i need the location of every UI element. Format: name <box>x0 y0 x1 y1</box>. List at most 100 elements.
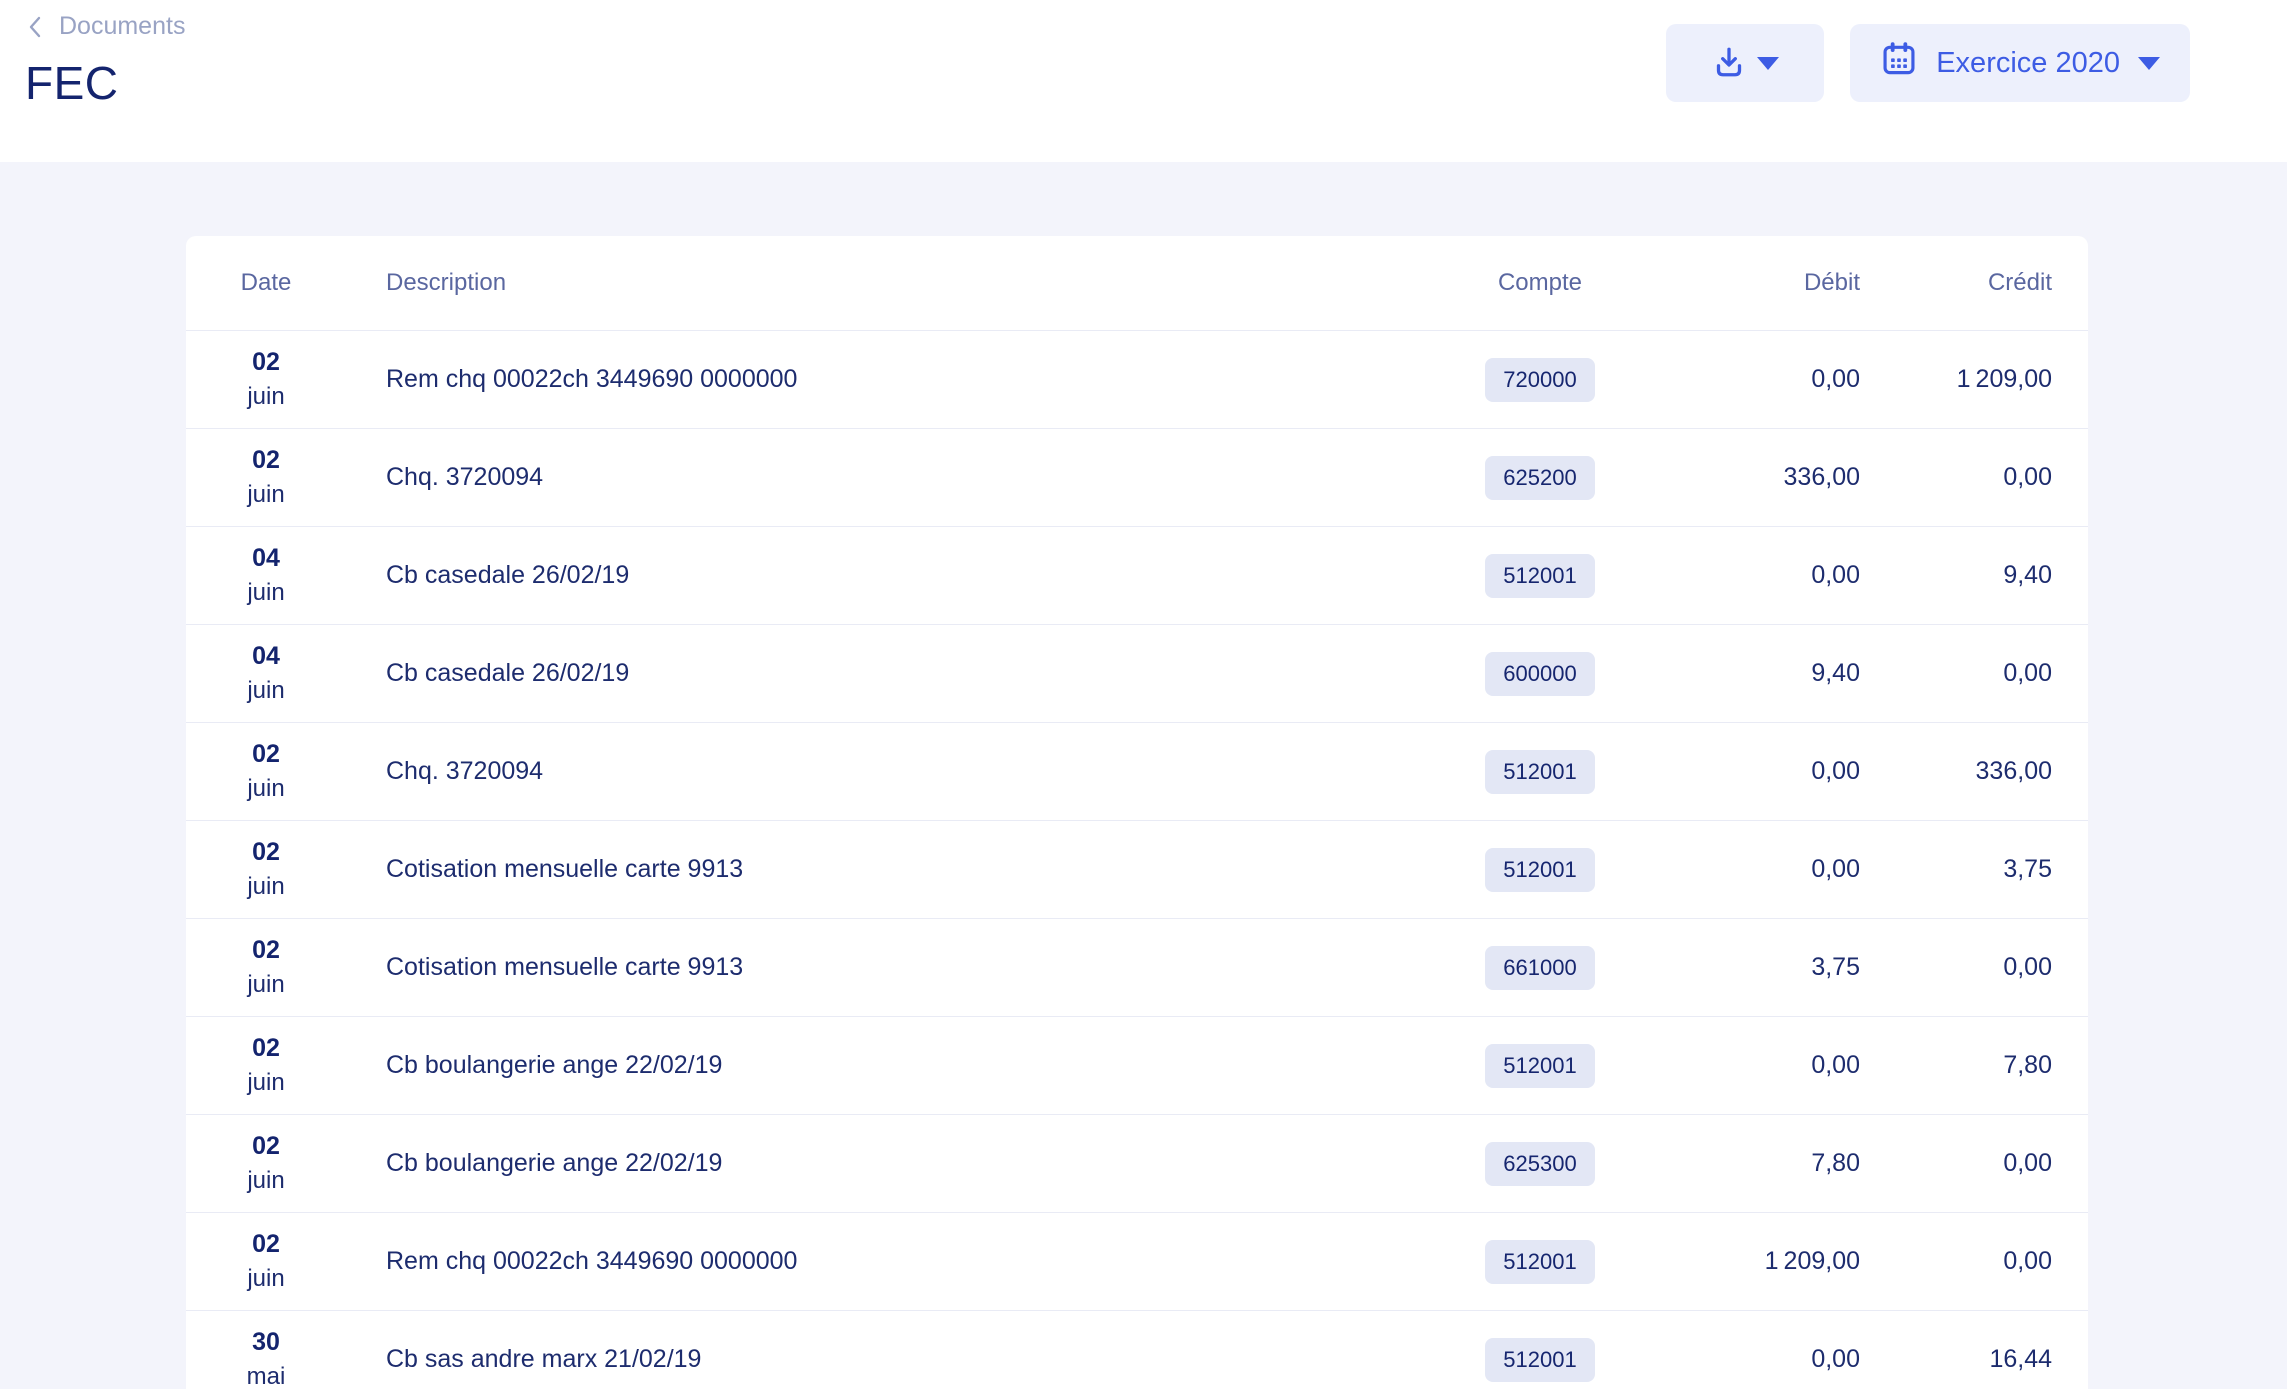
row-day: 02 <box>252 739 280 768</box>
row-description: Cb sas andre marx 21/02/19 <box>386 1345 702 1373</box>
row-debit: 0,00 <box>1811 855 1860 883</box>
row-description: Chq. 3720094 <box>386 463 544 491</box>
table-body: 02 juin Rem chq 00022ch 3449690 0000000 … <box>186 331 2088 1389</box>
row-date-cell: 02 juin <box>206 442 326 513</box>
table-row[interactable]: 02 juin Chq. 3720094 512001 0,00 336,00 <box>186 723 2088 821</box>
table-row[interactable]: 02 juin Cb boulangerie ange 22/02/19 512… <box>186 1017 2088 1115</box>
download-button[interactable] <box>1666 24 1825 102</box>
header-description: Description <box>386 269 507 296</box>
row-day: 30 <box>252 1327 280 1356</box>
table-row[interactable]: 02 juin Rem chq 00022ch 3449690 0000000 … <box>186 331 2088 429</box>
row-credit: 9,40 <box>2003 561 2052 589</box>
row-day: 02 <box>252 445 280 474</box>
row-credit: 0,00 <box>2003 463 2052 491</box>
row-month: juin <box>247 1069 285 1097</box>
row-month: juin <box>247 873 285 901</box>
row-debit: 0,00 <box>1811 1051 1860 1079</box>
row-description: Cb casedale 26/02/19 <box>386 561 630 589</box>
row-date-cell: 02 juin <box>206 1226 326 1297</box>
row-compte-badge: 512001 <box>1485 1239 1595 1284</box>
row-compte-cell: 625200 <box>1420 455 1660 500</box>
toolbar: Exercice 2020 <box>1666 24 2190 102</box>
table-row[interactable]: 04 juin Cb casedale 26/02/19 600000 9,40… <box>186 625 2088 723</box>
row-month: juin <box>247 579 285 607</box>
row-date-cell: 02 juin <box>206 932 326 1003</box>
row-month: juin <box>247 383 285 411</box>
row-compte-cell: 720000 <box>1420 357 1660 402</box>
table-header-row: Date Description Compte Débit Crédit <box>186 236 2088 331</box>
row-compte-badge: 661000 <box>1485 945 1595 990</box>
row-credit: 336,00 <box>1975 757 2052 785</box>
breadcrumb-documents[interactable]: Documents <box>27 12 185 41</box>
row-debit: 9,40 <box>1811 659 1860 687</box>
row-credit: 16,44 <box>1989 1345 2052 1373</box>
exercise-button-label: Exercice 2020 <box>1936 46 2120 79</box>
row-compte-badge: 512001 <box>1485 847 1595 892</box>
header-credit: Crédit <box>1987 269 2052 296</box>
header-date: Date <box>240 269 292 296</box>
row-date-cell: 02 juin <box>206 1128 326 1199</box>
back-chevron-icon <box>27 14 43 40</box>
row-day: 04 <box>252 543 280 572</box>
row-compte-cell: 512001 <box>1420 1239 1660 1284</box>
row-compte-cell: 625300 <box>1420 1141 1660 1186</box>
table-row[interactable]: 02 juin Cotisation mensuelle carte 9913 … <box>186 821 2088 919</box>
row-compte-badge: 512001 <box>1485 1043 1595 1088</box>
row-description: Rem chq 00022ch 3449690 0000000 <box>386 1247 798 1275</box>
row-day: 02 <box>252 837 280 866</box>
header-compte: Compte <box>1497 269 1583 296</box>
row-compte-badge: 512001 <box>1485 1337 1595 1382</box>
row-month: juin <box>247 1265 285 1293</box>
row-compte-cell: 512001 <box>1420 1043 1660 1088</box>
table-row[interactable]: 02 juin Chq. 3720094 625200 336,00 0,00 <box>186 429 2088 527</box>
row-compte-cell: 600000 <box>1420 651 1660 696</box>
page-title: FEC <box>25 57 119 109</box>
header-debit: Débit <box>1803 269 1860 296</box>
row-month: juin <box>247 775 285 803</box>
row-date-cell: 04 juin <box>206 540 326 611</box>
table-row[interactable]: 02 juin Rem chq 00022ch 3449690 0000000 … <box>186 1213 2088 1311</box>
row-description: Chq. 3720094 <box>386 757 544 785</box>
row-description: Cb boulangerie ange 22/02/19 <box>386 1149 723 1177</box>
table-row[interactable]: 30 mai Cb sas andre marx 21/02/19 512001… <box>186 1311 2088 1389</box>
row-compte-badge: 625200 <box>1485 455 1595 500</box>
row-credit: 7,80 <box>2003 1051 2052 1079</box>
row-credit: 0,00 <box>2003 1149 2052 1177</box>
row-debit: 0,00 <box>1811 757 1860 785</box>
table-row[interactable]: 02 juin Cotisation mensuelle carte 9913 … <box>186 919 2088 1017</box>
row-description: Cotisation mensuelle carte 9913 <box>386 953 744 981</box>
row-debit: 0,00 <box>1811 365 1860 393</box>
row-compte-badge: 720000 <box>1485 357 1595 402</box>
exercise-selector-button[interactable]: Exercice 2020 <box>1850 24 2190 102</box>
download-icon <box>1711 44 1747 83</box>
row-credit: 0,00 <box>2003 659 2052 687</box>
table-row[interactable]: 04 juin Cb casedale 26/02/19 512001 0,00… <box>186 527 2088 625</box>
row-day: 02 <box>252 1131 280 1160</box>
row-date-cell: 02 juin <box>206 834 326 905</box>
row-month: juin <box>247 1167 285 1195</box>
row-debit: 1 209,00 <box>1764 1247 1860 1275</box>
row-credit: 1 209,00 <box>1956 365 2052 393</box>
row-day: 02 <box>252 1033 280 1062</box>
breadcrumb-label: Documents <box>59 12 186 40</box>
row-compte-badge: 512001 <box>1485 553 1595 598</box>
row-compte-cell: 512001 <box>1420 553 1660 598</box>
row-month: mai <box>246 1363 286 1389</box>
row-debit: 0,00 <box>1811 561 1860 589</box>
calendar-icon <box>1880 40 1918 86</box>
row-compte-badge: 512001 <box>1485 749 1595 794</box>
row-credit: 0,00 <box>2003 1247 2052 1275</box>
row-day: 02 <box>252 347 280 376</box>
content-area: Date Description Compte Débit Crédit 02 … <box>0 162 2287 1389</box>
row-month: juin <box>247 481 285 509</box>
caret-down-icon <box>2138 56 2160 70</box>
row-description: Cotisation mensuelle carte 9913 <box>386 855 744 883</box>
row-description: Rem chq 00022ch 3449690 0000000 <box>386 365 798 393</box>
row-day: 02 <box>252 935 280 964</box>
row-credit: 3,75 <box>2003 855 2052 883</box>
row-description: Cb casedale 26/02/19 <box>386 659 630 687</box>
row-compte-cell: 661000 <box>1420 945 1660 990</box>
table-row[interactable]: 02 juin Cb boulangerie ange 22/02/19 625… <box>186 1115 2088 1213</box>
row-compte-cell: 512001 <box>1420 1337 1660 1382</box>
row-compte-cell: 512001 <box>1420 847 1660 892</box>
